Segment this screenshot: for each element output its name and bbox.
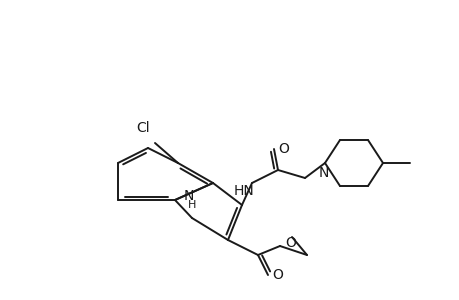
Text: N: N bbox=[318, 166, 329, 180]
Text: O: O bbox=[285, 236, 296, 250]
Text: N: N bbox=[184, 189, 194, 203]
Text: O: O bbox=[278, 142, 289, 156]
Text: Cl: Cl bbox=[136, 121, 150, 135]
Text: O: O bbox=[272, 268, 283, 282]
Text: HN: HN bbox=[233, 184, 254, 198]
Text: H: H bbox=[187, 200, 196, 210]
